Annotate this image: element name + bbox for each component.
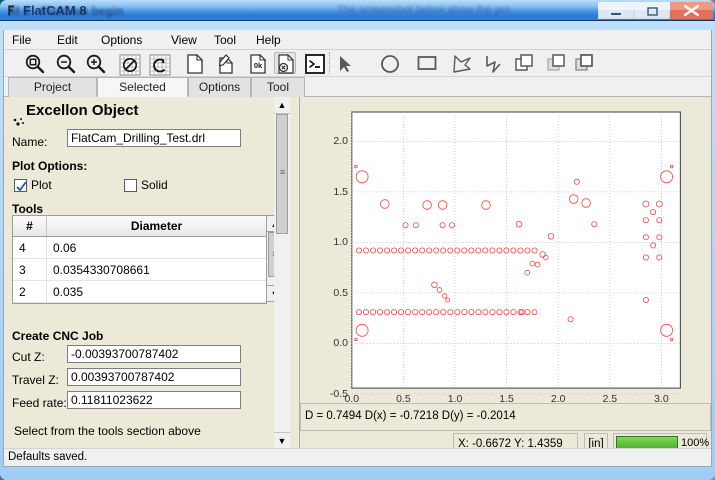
svg-text:0k: 0k: [253, 61, 262, 70]
